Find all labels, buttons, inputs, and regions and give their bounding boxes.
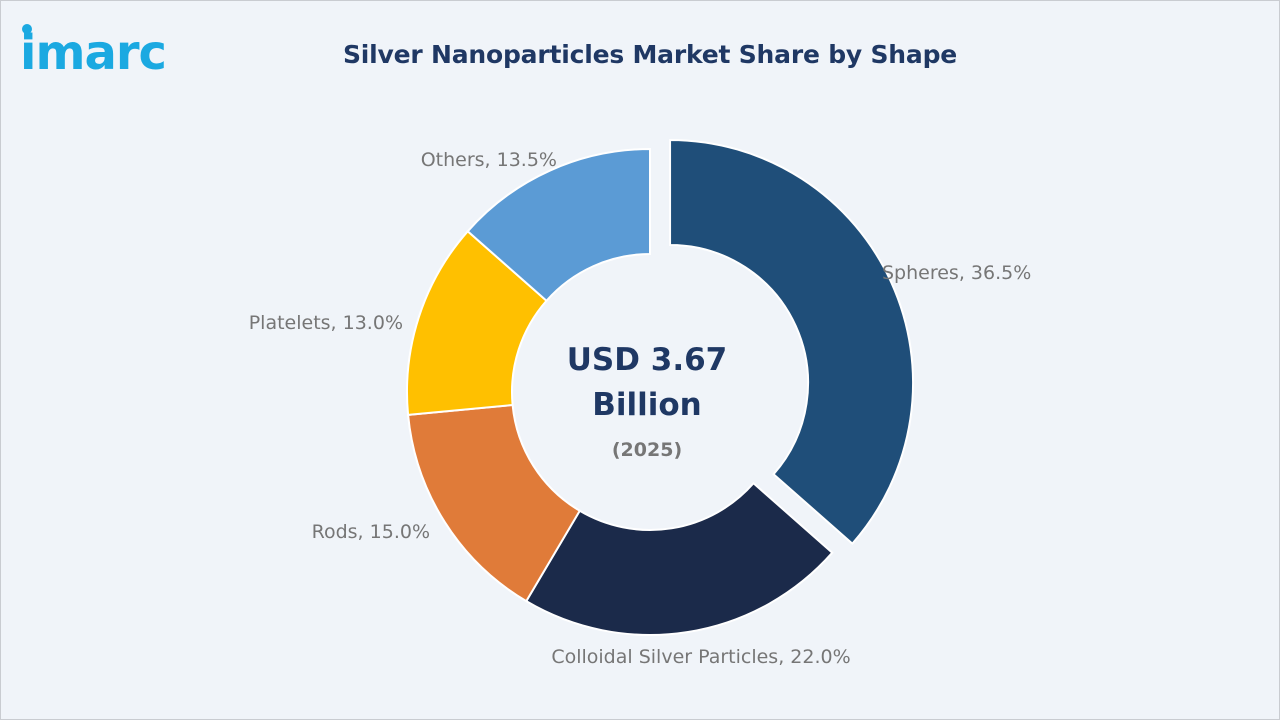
label-rods: Rods, 15.0%: [312, 521, 430, 543]
center-value-line-2: Billion: [592, 387, 702, 423]
label-spheres: Spheres, 36.5%: [882, 262, 1031, 284]
slice-colloidal-silver-particles: [524, 481, 834, 636]
slice-spheres: [669, 138, 914, 546]
chart-title: Silver Nanoparticles Market Share by Sha…: [342, 40, 958, 69]
center-value-line-1: USD 3.67: [567, 342, 728, 378]
imarc-logo: imarc: [20, 24, 167, 81]
label-others: Others, 13.5%: [421, 149, 557, 171]
labels-group: Spheres, 36.5% Colloidal Silver Particles…: [249, 149, 1032, 668]
slices-group: [406, 138, 914, 636]
slice-others: [466, 147, 651, 303]
logo-dot: [22, 24, 32, 34]
center-year: (2025): [612, 439, 682, 461]
label-platelets: Platelets, 13.0%: [249, 312, 403, 334]
logo-text: imarc: [20, 25, 166, 81]
label-colloidal-silver-particles: Colloidal Silver Particles, 22.0%: [551, 646, 850, 668]
